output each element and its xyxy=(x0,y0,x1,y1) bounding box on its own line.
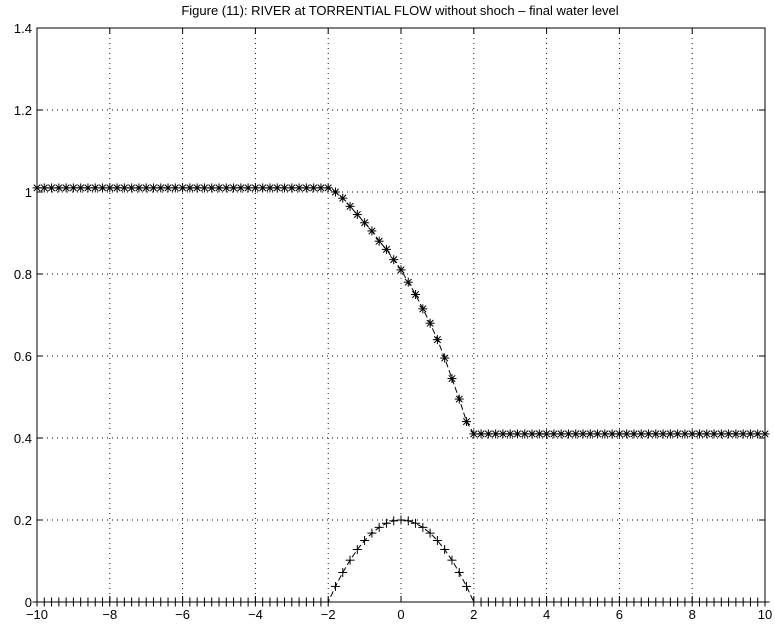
star-marker xyxy=(360,218,370,228)
star-marker xyxy=(367,226,377,236)
plus-marker xyxy=(432,536,442,545)
x-tick-label: −4 xyxy=(248,607,263,622)
star-marker xyxy=(207,183,217,193)
x-tick-label: 6 xyxy=(616,607,623,622)
y-tick-label: 0.6 xyxy=(14,349,32,364)
plus-marker xyxy=(447,555,457,565)
star-marker xyxy=(411,290,421,299)
star-marker xyxy=(425,318,435,328)
x-tick-label: −6 xyxy=(175,607,190,622)
y-tick-label: 1 xyxy=(25,185,32,200)
x-tick-label: 2 xyxy=(470,607,477,622)
y-tick-label: 0.4 xyxy=(14,431,32,446)
grid xyxy=(37,28,765,602)
y-tick-label: 0 xyxy=(25,595,32,610)
star-marker xyxy=(112,183,122,193)
star-marker xyxy=(622,429,632,439)
y-tick-label: 1.2 xyxy=(14,103,32,118)
ticks: −10 −8 −6 −4 −2 0 2 4 6 8 10 0 0.2 0.4 0.6 0.8 1 1.2 1.4 xyxy=(14,21,772,622)
star-marker xyxy=(352,210,362,220)
plus-marker xyxy=(462,581,472,591)
series-line xyxy=(37,187,765,435)
star-marker xyxy=(454,394,464,404)
axes-box xyxy=(36,27,766,603)
plus-marker xyxy=(396,515,406,525)
x-tick-label: 4 xyxy=(543,607,550,622)
star-marker xyxy=(644,429,654,439)
star-marker xyxy=(90,183,100,193)
star-marker xyxy=(396,265,406,275)
star-marker xyxy=(709,429,719,439)
y-tick-label: 1.4 xyxy=(14,21,32,36)
star-marker xyxy=(243,183,253,193)
star-marker xyxy=(381,244,391,254)
x-tick-label: −10 xyxy=(26,607,48,622)
star-marker xyxy=(309,183,319,193)
star-marker xyxy=(462,417,472,427)
plus-marker xyxy=(389,516,399,526)
series-2 xyxy=(32,515,770,607)
plus-marker xyxy=(338,567,348,577)
plus-marker xyxy=(411,518,421,528)
x-tick-label: 8 xyxy=(689,607,696,622)
star-marker xyxy=(338,193,348,203)
x-tick-label: 0 xyxy=(397,607,404,622)
y-tick-label: 0.8 xyxy=(14,267,32,282)
x-tick-label: 10 xyxy=(758,607,772,622)
star-marker xyxy=(512,429,522,439)
x-tick-label: −8 xyxy=(102,607,117,622)
plus-marker xyxy=(403,516,413,526)
star-marker xyxy=(432,335,442,345)
plus-marker xyxy=(345,555,355,565)
series-1 xyxy=(32,183,770,439)
plus-marker xyxy=(352,545,362,555)
plus-marker xyxy=(440,545,450,555)
star-marker xyxy=(330,187,340,197)
plus-marker xyxy=(425,528,435,538)
star-marker xyxy=(374,236,384,246)
y-tick-label: 0.2 xyxy=(14,513,32,528)
star-marker xyxy=(702,429,712,439)
x-tick-label: −2 xyxy=(321,607,336,622)
chart-title: Figure (11): RIVER at TORRENTIAL FLOW wi… xyxy=(181,3,618,18)
plus-marker xyxy=(330,581,340,591)
plus-marker xyxy=(418,522,428,532)
plus-marker xyxy=(367,528,377,538)
star-marker xyxy=(258,183,268,193)
star-marker xyxy=(389,255,399,265)
star-marker xyxy=(61,183,71,193)
plus-marker xyxy=(374,522,384,532)
plus-marker xyxy=(360,536,370,545)
series-line xyxy=(37,519,765,603)
plus-marker xyxy=(381,518,391,528)
star-marker xyxy=(403,277,413,287)
star-marker xyxy=(323,183,333,193)
star-marker xyxy=(418,304,428,314)
star-marker xyxy=(447,374,457,384)
star-marker xyxy=(753,429,763,439)
star-marker xyxy=(345,201,355,211)
star-marker xyxy=(600,429,610,439)
star-marker xyxy=(236,183,246,193)
star-marker xyxy=(636,429,646,439)
star-marker xyxy=(585,429,595,439)
plus-marker xyxy=(454,567,464,577)
star-marker xyxy=(440,353,450,363)
